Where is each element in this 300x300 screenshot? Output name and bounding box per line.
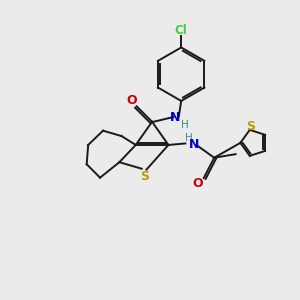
Text: S: S <box>140 170 149 183</box>
Text: Cl: Cl <box>175 24 188 37</box>
Text: N: N <box>189 138 200 152</box>
Text: S: S <box>246 120 255 133</box>
Text: H: H <box>185 133 193 143</box>
Text: H: H <box>181 120 189 130</box>
Text: N: N <box>170 110 181 124</box>
Text: O: O <box>126 94 136 107</box>
Text: O: O <box>193 177 203 190</box>
